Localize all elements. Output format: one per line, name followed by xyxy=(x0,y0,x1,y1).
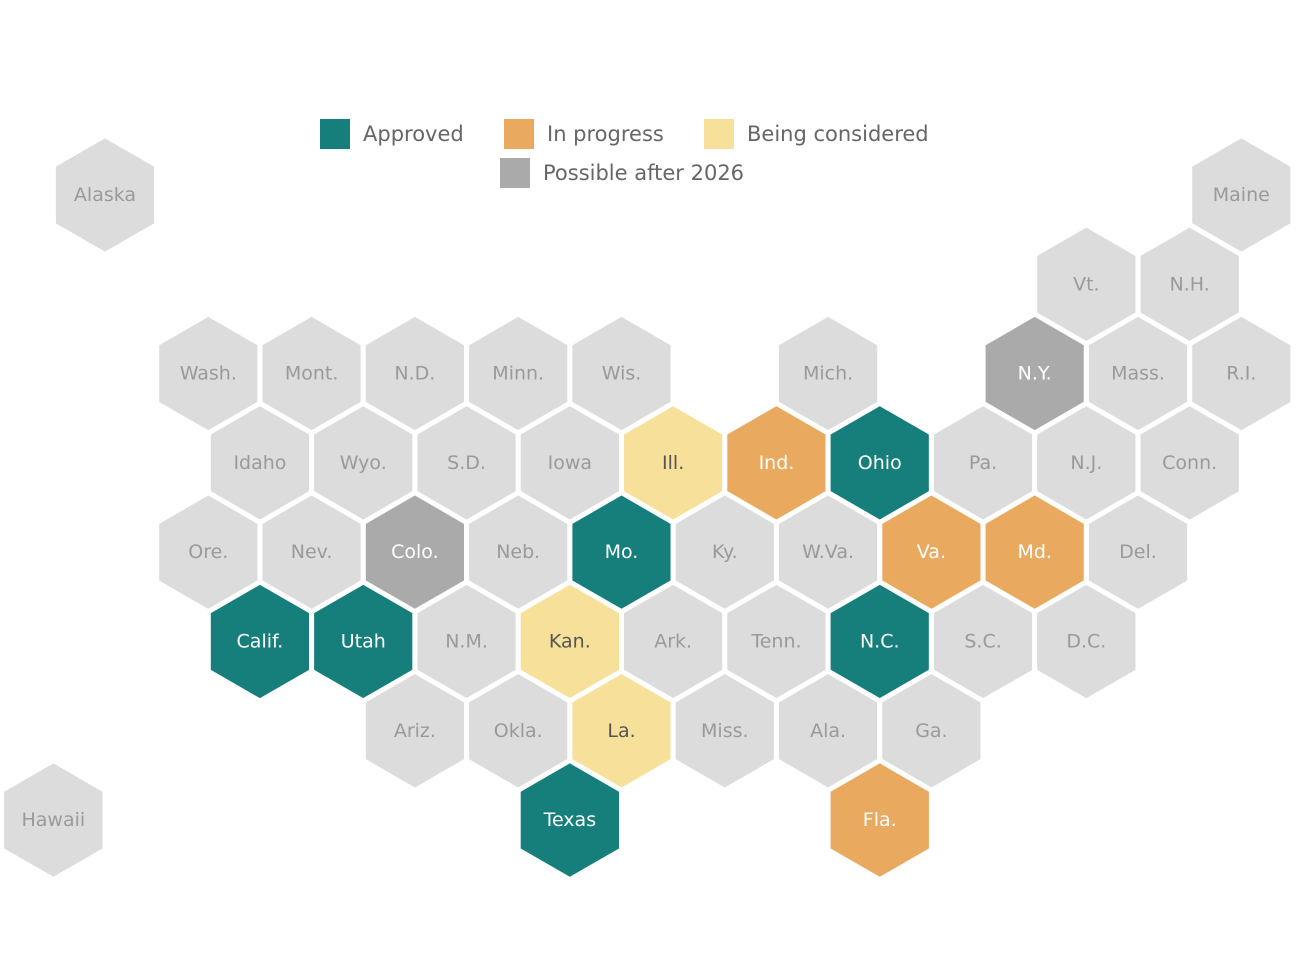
state-label: W.Va. xyxy=(802,541,854,563)
state-label: Fla. xyxy=(863,809,897,831)
state-label: Ky. xyxy=(712,541,738,563)
state-hex-texas: Texas xyxy=(515,757,624,883)
state-label: Mass. xyxy=(1111,363,1165,385)
state-label: Ga. xyxy=(915,720,947,742)
state-label: Wyo. xyxy=(340,452,387,474)
hex-shape xyxy=(825,757,934,883)
state-label: Pa. xyxy=(969,452,997,474)
hex-shape xyxy=(50,132,160,258)
state-label: Idaho xyxy=(233,452,286,474)
state-label: Miss. xyxy=(701,720,749,742)
state-label: Conn. xyxy=(1162,452,1217,474)
state-label: Mich. xyxy=(803,363,853,385)
state-label: Neb. xyxy=(496,541,540,563)
state-label: N.J. xyxy=(1070,452,1102,474)
state-label: Tenn. xyxy=(750,631,801,653)
hex-shape xyxy=(1032,579,1141,704)
state-label: Vt. xyxy=(1073,273,1100,295)
state-label: S.C. xyxy=(964,631,1001,653)
state-label: Ala. xyxy=(810,720,846,742)
state-label: Ohio xyxy=(858,452,902,474)
state-label: Ill. xyxy=(662,452,684,474)
state-label: S.D. xyxy=(447,452,486,474)
state-label: Va. xyxy=(917,541,946,563)
legend-possible: Possible after 2026 xyxy=(500,158,744,188)
legend-swatch-in-progress xyxy=(504,119,534,149)
legend-swatch-approved xyxy=(320,119,350,149)
state-label: Ariz. xyxy=(394,720,436,742)
state-label: N.Y. xyxy=(1018,363,1052,385)
legend-label: Approved xyxy=(363,122,464,146)
state-hex-d-c: D.C. xyxy=(1032,579,1141,704)
state-label: Okla. xyxy=(494,720,543,742)
legend-swatch-considered xyxy=(704,119,734,149)
legend-label: Possible after 2026 xyxy=(543,161,745,185)
state-hex-tenn: Tenn. xyxy=(722,579,831,704)
state-label: Mo. xyxy=(605,541,639,563)
state-label: Colo. xyxy=(391,541,439,563)
state-label: Ore. xyxy=(188,541,228,563)
legend-label: In progress xyxy=(547,122,664,146)
hex-shape xyxy=(515,757,624,883)
state-label: N.C. xyxy=(860,631,900,653)
legend-approved: Approved xyxy=(320,119,464,149)
state-label: N.H. xyxy=(1170,273,1210,295)
legend-swatch-possible xyxy=(500,158,530,188)
legend-in-progress: In progress xyxy=(504,119,664,149)
state-label: Ark. xyxy=(654,631,692,653)
state-label: Alaska xyxy=(74,184,136,206)
state-hex-utah: Utah xyxy=(309,579,418,704)
state-hex-mich: Mich. xyxy=(774,311,883,437)
hex-shape xyxy=(0,757,108,883)
state-label: Nev. xyxy=(291,541,333,563)
state-label: Kan. xyxy=(549,631,591,653)
state-label: Hawaii xyxy=(22,809,86,831)
state-label: Md. xyxy=(1017,541,1052,563)
state-hex-mo: Mo. xyxy=(567,489,676,615)
state-label: Utah xyxy=(341,631,386,653)
state-label: La. xyxy=(607,720,635,742)
state-label: Ind. xyxy=(759,452,795,474)
state-label: Texas xyxy=(543,809,597,831)
state-hex-n-y: N.Y. xyxy=(980,311,1089,437)
state-label: Minn. xyxy=(492,363,544,385)
state-hex-calif: Calif. xyxy=(205,579,315,704)
state-label: N.M. xyxy=(445,631,488,653)
legend-considered: Being considered xyxy=(704,119,929,149)
state-label: D.C. xyxy=(1066,631,1106,653)
state-label: Iowa xyxy=(548,452,592,474)
state-hex-wash: Wash. xyxy=(154,311,263,437)
state-hex-fla: Fla. xyxy=(825,757,934,883)
legend-label: Being considered xyxy=(747,122,929,146)
state-label: Wis. xyxy=(602,363,642,385)
state-label: Del. xyxy=(1119,541,1157,563)
state-label: Mont. xyxy=(285,363,339,385)
state-hex-alaska: Alaska xyxy=(50,132,160,258)
state-hex-hawaii: Hawaii xyxy=(0,757,108,883)
state-label: N.D. xyxy=(394,363,435,385)
state-label: Wash. xyxy=(180,363,237,385)
state-hex-w-va: W.Va. xyxy=(774,489,883,615)
state-label: Calif. xyxy=(237,631,284,653)
state-label: Maine xyxy=(1213,184,1270,206)
state-label: R.I. xyxy=(1226,363,1256,385)
